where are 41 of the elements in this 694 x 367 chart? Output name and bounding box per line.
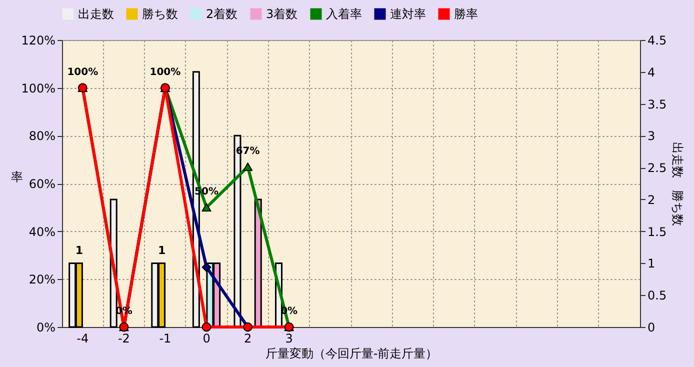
y-tick-label: 100% xyxy=(21,81,56,96)
x-tick-label: -2 xyxy=(118,332,130,346)
legend-label: 勝ち数 xyxy=(142,7,178,21)
y-tick-label: 120% xyxy=(21,34,56,48)
point xyxy=(202,262,212,272)
y2-tick-label: 0.5 xyxy=(648,288,667,303)
legend-label: 勝率 xyxy=(454,7,478,21)
legend-label: 出走数 xyxy=(78,7,114,21)
x-tick-label: -4 xyxy=(76,332,89,346)
legend-label: 2着数 xyxy=(206,7,238,21)
y2-tick-label: 4.5 xyxy=(648,34,667,48)
data-label: 100% xyxy=(150,66,181,78)
y-tick-label: 20% xyxy=(28,272,56,287)
y2-tick-label: 1 xyxy=(648,256,656,271)
y2-tick-label: 3 xyxy=(648,129,656,144)
y2-tick-label: 2 xyxy=(648,192,656,207)
x-tick-label: -1 xyxy=(159,332,172,346)
point xyxy=(243,162,252,171)
x-tick-label: 2 xyxy=(244,332,252,346)
y2-tick-label: 2.5 xyxy=(648,161,667,176)
y-tick-label: 60% xyxy=(28,177,56,191)
x-tick-label: 0 xyxy=(202,332,210,346)
legend-label: 連対率 xyxy=(390,7,426,21)
y-tick-label: 40% xyxy=(28,224,56,239)
point xyxy=(202,322,212,332)
y2-tick-label: 0 xyxy=(648,320,656,334)
y-tick-label: 0% xyxy=(36,320,56,334)
point xyxy=(202,203,212,212)
y-axis-title: 率 xyxy=(11,170,24,184)
data-label: 1 xyxy=(75,244,84,258)
x-tick-label: 3 xyxy=(285,332,293,346)
data-label: 100% xyxy=(67,66,98,78)
y2-tick-label: 4 xyxy=(648,65,656,80)
y2-tick-label: 1.5 xyxy=(648,224,667,239)
legend-label: 入着率 xyxy=(326,7,362,21)
x-axis-title: 斤量変動（今回斤量-前走斤量） xyxy=(265,346,438,360)
y2-tick-label: 3.5 xyxy=(648,97,667,112)
legend-label: 3着数 xyxy=(266,7,298,21)
y2-axis-title: 出走数 勝ち数 xyxy=(670,142,685,226)
y-tick-label: 80% xyxy=(28,129,56,144)
data-label: 1 xyxy=(158,244,166,258)
